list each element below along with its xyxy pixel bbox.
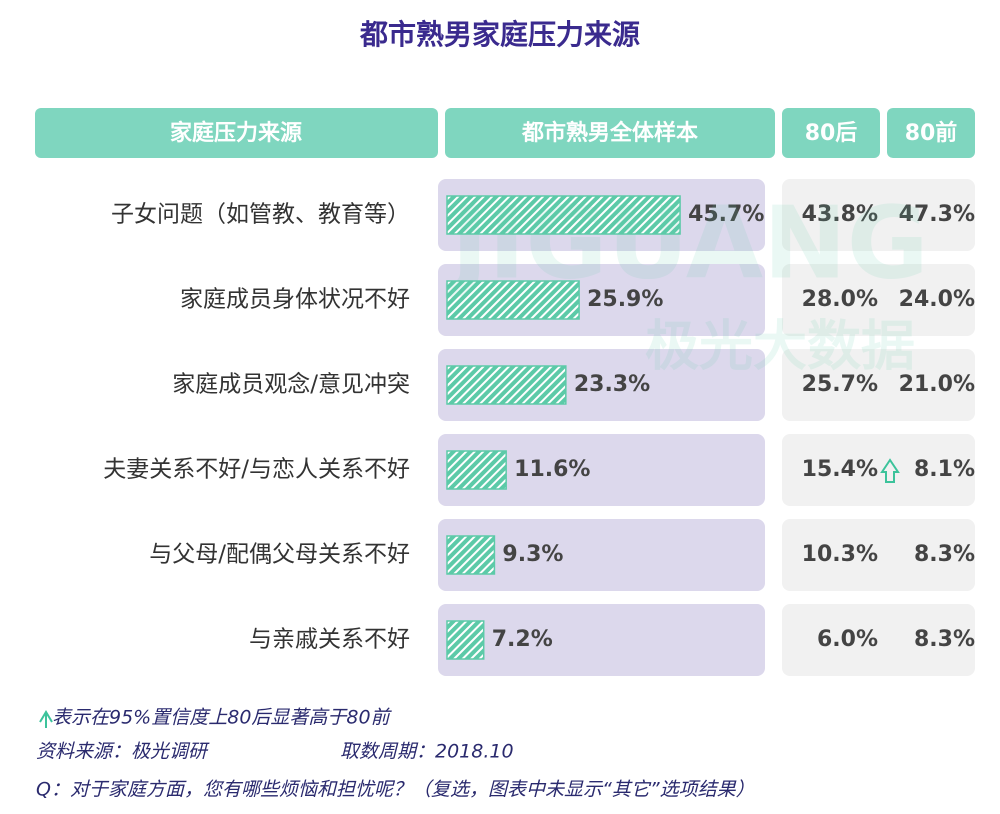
watermark-text: 极光大数据 [645,315,915,378]
bar [446,365,567,405]
header-cell [887,108,975,158]
value-label: 8.3% [914,542,975,567]
header-cell [445,108,775,158]
watermark-text: JIGUANG [445,184,929,301]
header-label: 80后 [805,121,858,146]
row-bg [782,434,975,506]
header-label: 都市熟男全体样本 [521,120,698,146]
category-label: 与亲戚关系不好 [249,627,410,653]
value-label: 23.3% [574,372,650,397]
value-label: 47.3% [899,202,975,227]
bar [446,450,507,490]
period: 取数周期：2018.10 [340,741,514,763]
row-bg [438,604,765,676]
header-label: 80前 [905,120,958,146]
bar [446,195,681,235]
value-label: 24.0% [899,287,975,312]
category-label: 子女问题（如管教、教育等） [111,202,410,228]
value-label: 8.1% [914,457,975,482]
source: 资料来源：极光调研 [36,741,210,763]
header-cell [35,108,438,158]
header-cell [782,108,880,158]
significance-arrow [880,458,900,483]
watermark: JIGUANG 极光大数据 [445,184,929,377]
bar [446,620,485,660]
question: Q：对于家庭方面，您有哪些烦恼和担忧呢？（复选，图表中未显示“其它”选项结果） [36,779,755,801]
category-label: 与父母/配偶父母关系不好 [149,542,410,568]
value-label: 8.3% [914,627,975,652]
value-label: 11.6% [514,457,590,482]
row-bg [438,434,765,506]
value-label: 9.3% [502,542,563,567]
value-label: 25.7% [802,372,878,397]
header-label: 家庭压力来源 [170,120,302,146]
value-label: 21.0% [899,372,975,397]
value-label: 43.8% [802,202,878,227]
bar [446,535,496,575]
value-label: 28.0% [802,287,878,312]
value-label: 45.7% [688,202,764,227]
row-bg [782,179,975,251]
value-label: 15.4% [802,457,878,482]
value-label: 7.2% [492,627,553,652]
chart-title: 都市熟男家庭压力来源 [359,18,640,51]
row-bg [782,349,975,421]
row-bg [782,604,975,676]
value-label: 25.9% [587,287,663,312]
row-bg [782,264,975,336]
row-bg [438,519,765,591]
bar [446,280,580,320]
note: 表示在95%置信度上80后显著高于80前 [52,707,393,729]
category-label: 家庭成员身体状况不好 [180,287,410,313]
row-bg [782,519,975,591]
value-label: 6.0% [817,627,878,652]
value-label: 10.3% [802,542,878,567]
category-label: 夫妻关系不好/与恋人关系不好 [103,457,410,483]
category-label: 家庭成员观念/意见冲突 [172,372,410,398]
note-arrow [39,710,53,728]
